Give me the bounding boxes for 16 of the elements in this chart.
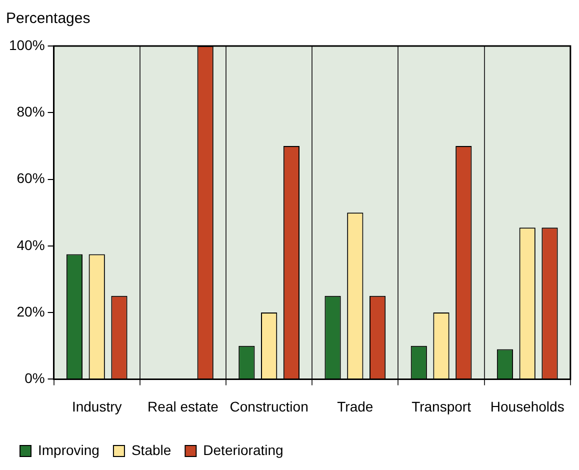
y-tick-label: 0% bbox=[24, 370, 45, 386]
legend-label: Stable bbox=[131, 442, 172, 458]
y-tick-label: 80% bbox=[16, 104, 45, 120]
x-tick-label: Transport bbox=[412, 398, 472, 414]
x-tick-label: Construction bbox=[230, 398, 308, 414]
x-tick-label: Real estate bbox=[148, 398, 219, 414]
y-tick-label: 100% bbox=[8, 36, 45, 53]
x-tick-label: Households bbox=[490, 398, 564, 414]
x-tick-label: Trade bbox=[337, 398, 374, 414]
y-tick-label: 20% bbox=[16, 303, 45, 320]
x-tick-label: Industry bbox=[72, 398, 122, 414]
chart-title: Percentages bbox=[6, 10, 90, 28]
y-tick-label: 40% bbox=[16, 236, 45, 253]
legend-label: Deteriorating bbox=[203, 442, 284, 458]
y-tick-label: 60% bbox=[16, 170, 45, 186]
legend-label: Improving bbox=[38, 442, 100, 458]
